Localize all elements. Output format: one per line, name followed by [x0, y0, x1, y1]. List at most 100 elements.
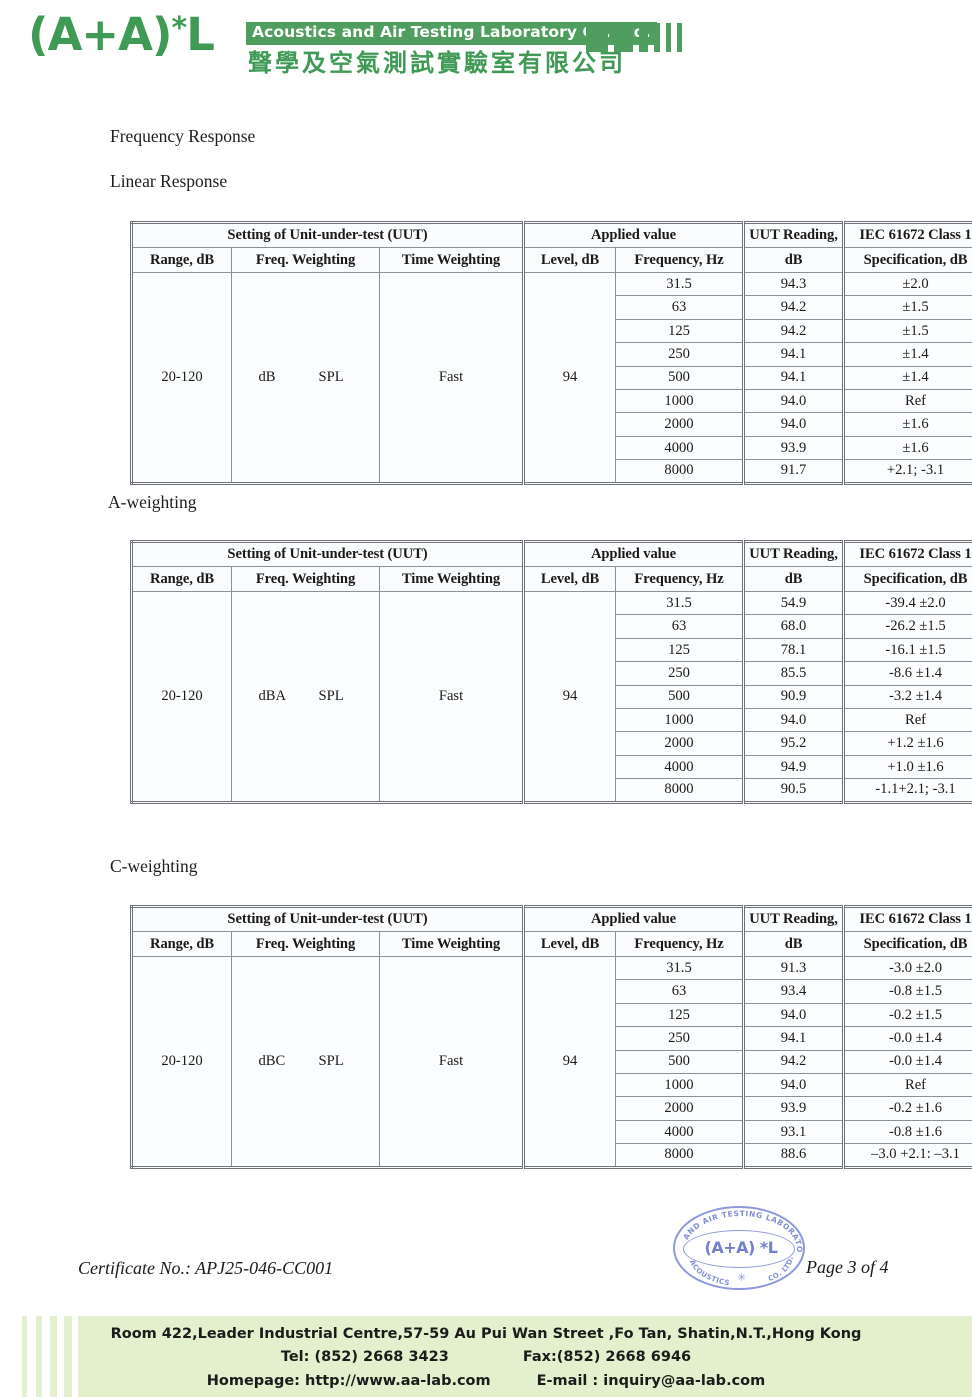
header-level: Level, dB — [522, 566, 616, 592]
cell-frequency: 250 — [614, 661, 745, 686]
table-row: 2000 94.0 ±1.6 — [132, 412, 972, 437]
cell-specification: -3.0 ±2.0 — [842, 955, 972, 981]
cell-frequency: 1000 — [614, 707, 745, 733]
cell-time-weighting: Fast — [379, 272, 524, 484]
cell-uut-reading: 94.1 — [742, 365, 845, 390]
cell-uut-reading: 90.9 — [742, 684, 845, 709]
cell-specification: Ref — [842, 707, 972, 733]
header-applied-group: Applied value — [521, 541, 745, 567]
table-row: 8000 91.7 +2.1; -3.1 — [132, 459, 972, 484]
cell-uut-reading: 91.3 — [742, 955, 845, 981]
table-header-group-row: Setting of Unit-under-test (UUT) Applied… — [131, 906, 972, 932]
cell-uut-reading: 90.5 — [742, 778, 845, 803]
decor-block-4 — [654, 23, 660, 52]
cell-frequency: 2000 — [614, 731, 745, 756]
cell-frequency: 63 — [614, 979, 745, 1004]
cell-specification: ±1.5 — [842, 295, 972, 320]
cell-uut-reading: 93.9 — [742, 435, 845, 461]
cell-specification: ±1.4 — [842, 342, 972, 367]
cell-frequency: 4000 — [614, 1119, 745, 1145]
cell-specification: ±2.0 — [842, 271, 972, 297]
page-number: Page 3 of 4 — [806, 1257, 889, 1277]
footer-tel: Tel: (852) 2668 3423 — [280, 1349, 449, 1366]
table-row: 1000 94.0 Ref — [132, 388, 972, 414]
cell-specification: +2.1; -3.1 — [842, 459, 972, 484]
cell-frequency: 250 — [614, 342, 745, 367]
cell-uut-reading: 94.2 — [742, 295, 845, 320]
table-body: 20-120 dBA SPL Fast 94 31.5 54.9 -39.4 ±2.0 63 68… — [131, 590, 972, 803]
freq-weighting-spl: SPL — [318, 368, 344, 385]
cell-specification: -3.2 ±1.4 — [842, 684, 972, 709]
certificate-number: Certificate No.: APJ25-046-CC001 — [78, 1258, 334, 1278]
table-row: 20-120 dBC SPL Fast 94 31.5 91.3 -3.0 ±2.0 — [131, 955, 972, 1168]
cell-specification: -0.2 ±1.5 — [842, 1002, 972, 1028]
header-freq-weighting: Freq. Weighting — [231, 931, 380, 957]
cell-specification: -0.2 ±1.6 — [842, 1096, 972, 1121]
cell-range: 20-120 — [131, 956, 232, 1168]
header-freq-weighting: Freq. Weighting — [231, 566, 380, 592]
cell-freq-weighting: dBC SPL — [231, 956, 380, 1168]
cell-uut-reading: 94.0 — [742, 707, 845, 733]
header-uut-reading-unit: dB — [742, 931, 845, 957]
table-row: 125 94.2 ±1.5 — [132, 318, 972, 344]
footer-contact-info: Room 422,Leader Industrial Centre,57-59 … — [0, 1323, 972, 1393]
cell-specification: +1.2 ±1.6 — [842, 731, 972, 756]
decor-block-2 — [614, 23, 633, 52]
cell-freq-weighting: dB SPL — [231, 272, 380, 484]
logo-mark-text: (A+A) — [28, 8, 172, 61]
cell-frequency: 31.5 — [614, 955, 745, 981]
freq-weighting-spl: SPL — [318, 1052, 344, 1069]
cell-uut-reading: 94.0 — [742, 412, 845, 437]
footer-email[interactable]: E-mail : inquiry@aa-lab.com — [536, 1372, 766, 1389]
table-row: 4000 93.1 -0.8 ±1.6 — [132, 1119, 972, 1145]
cell-freq-weighting: dBA SPL — [231, 591, 380, 803]
header-freq-weighting: Freq. Weighting — [231, 247, 380, 273]
footer-stripe-2 — [36, 1316, 42, 1397]
decor-block-5 — [666, 23, 671, 52]
cell-uut-reading: 68.0 — [742, 614, 845, 639]
heading-a-weighting: A-weighting — [108, 492, 197, 512]
header-spec-unit: Specification, dB — [842, 247, 972, 273]
header-range: Range, dB — [131, 931, 232, 957]
header-range: Range, dB — [131, 566, 232, 592]
header-frequency: Frequency, Hz — [614, 931, 745, 957]
logo-l: L — [186, 8, 215, 61]
company-stamp: AND AIR TESTING LABORATORY ACOUSTICS CO.… — [673, 1206, 805, 1290]
cell-level: 94 — [522, 956, 616, 1168]
stamp-center-text: (A+A) *L — [704, 1238, 778, 1257]
cell-specification: -0.8 ±1.6 — [842, 1119, 972, 1145]
cell-specification: -0.0 ±1.4 — [842, 1049, 972, 1074]
footer-tel-fax: Tel: (852) 2668 3423 Fax:(852) 2668 6946 — [0, 1346, 972, 1369]
cell-level: 94 — [522, 591, 616, 803]
footer-stripe-5 — [78, 1316, 96, 1397]
table-row: 63 94.2 ±1.5 — [132, 295, 972, 320]
footer-stripe-1 — [22, 1316, 27, 1397]
cell-time-weighting: Fast — [379, 956, 524, 1168]
table-row: 2000 93.9 -0.2 ±1.6 — [132, 1096, 972, 1121]
header-spec-unit: Specification, dB — [842, 566, 972, 592]
table-body: 20-120 dBC SPL Fast 94 31.5 91.3 -3.0 ±2.0 63 93.… — [131, 955, 972, 1168]
cell-frequency: 8000 — [614, 778, 745, 803]
footer-homepage[interactable]: Homepage: http://www.aa-lab.com — [206, 1372, 491, 1389]
cell-frequency: 63 — [614, 614, 745, 639]
cell-uut-reading: 94.1 — [742, 342, 845, 367]
page-header: (A+A)*L Acoustics and Air Testing Labora… — [0, 0, 972, 96]
company-name-english: Acoustics and Air Testing Laboratory Co.… — [246, 22, 657, 45]
cell-specification: Ref — [842, 388, 972, 414]
header-uut-reading-unit: dB — [742, 247, 845, 273]
cell-frequency: 2000 — [614, 1096, 745, 1121]
cell-specification: -26.2 ±1.5 — [842, 614, 972, 639]
decor-block-3 — [639, 23, 648, 52]
header-spec-unit: Specification, dB — [842, 931, 972, 957]
heading-frequency-response: Frequency Response — [110, 126, 256, 146]
cell-specification: -8.6 ±1.4 — [842, 661, 972, 686]
cell-uut-reading: 54.9 — [742, 590, 845, 616]
cell-specification: ±1.6 — [842, 435, 972, 461]
table-row: 500 94.2 -0.0 ±1.4 — [132, 1049, 972, 1074]
cell-frequency: 4000 — [614, 435, 745, 461]
freq-weighting-spl: SPL — [318, 687, 344, 704]
header-time-weighting: Time Weighting — [379, 566, 524, 592]
footer-fax: Fax:(852) 2668 6946 — [522, 1349, 692, 1366]
header-decorative-blocks — [586, 23, 682, 52]
heading-c-weighting: C-weighting — [110, 856, 198, 876]
